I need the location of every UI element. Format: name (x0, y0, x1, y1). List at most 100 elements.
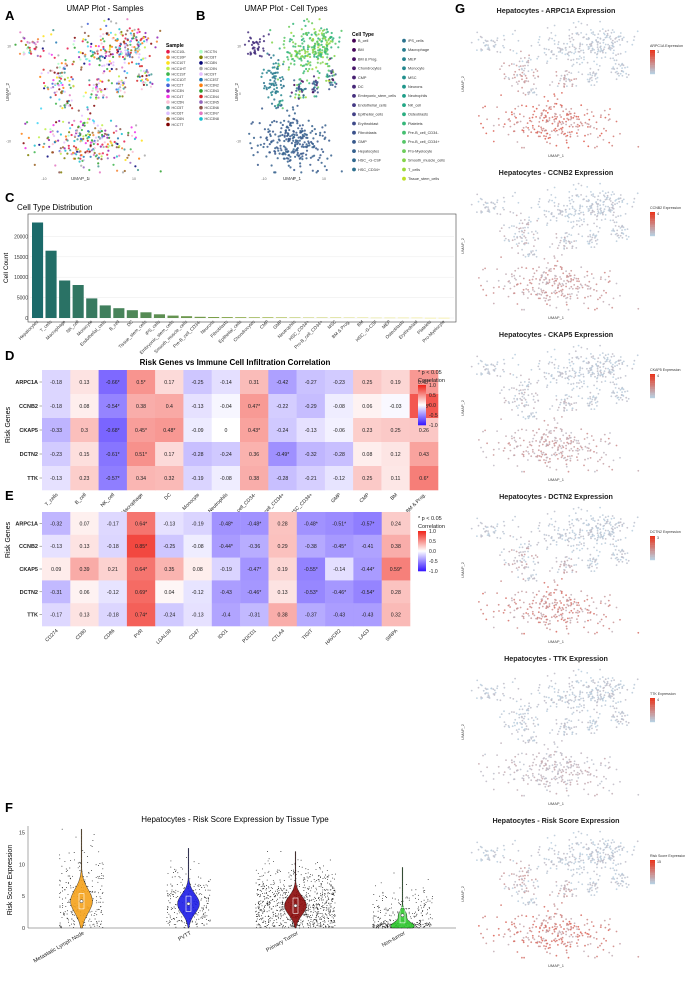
panel-b-point (288, 25, 291, 28)
chart-f-point (329, 909, 331, 911)
panel-a-point (54, 82, 57, 85)
chart-f-point (327, 897, 329, 899)
chart-f-point (427, 898, 429, 900)
panel-b-point (274, 92, 277, 95)
panel-a-point (133, 46, 136, 49)
chart-f-point (415, 897, 416, 899)
chart-e-legend-step (418, 558, 426, 560)
feature-plot-point (576, 61, 578, 64)
chart-f-point (327, 878, 328, 880)
chart-f-point (430, 923, 432, 925)
chart-f-point (268, 870, 270, 872)
feature-plot-point (550, 32, 553, 34)
feature-plot-point (613, 59, 616, 62)
feature-plot-point (568, 208, 571, 210)
feature-plot-point (607, 113, 610, 116)
feature-plot-point (602, 39, 605, 41)
chart-f-point (313, 907, 315, 909)
feature-plot-point (558, 128, 561, 131)
chart-f-point (427, 922, 429, 924)
panel-a-point (24, 43, 27, 47)
feature-plot-point (571, 227, 574, 229)
feature-plot-point (624, 66, 626, 69)
chart-f-point (89, 891, 91, 892)
feature-plot-point (527, 127, 529, 129)
chart-c-xlabels: Hepatocytes T_cellsMacrophageNK_cellMonoc… (18, 319, 446, 356)
feature-plot-point (596, 56, 598, 59)
chart-f-point (387, 909, 389, 911)
chart-f-point (262, 885, 264, 887)
chart-f-point (307, 920, 309, 922)
chart-d-cell-label: 0.31 (249, 380, 259, 386)
panel-a-point (126, 18, 129, 21)
feature-plot-point (566, 73, 569, 76)
chart-f-point (170, 883, 172, 885)
chart-f-point (281, 909, 283, 911)
legend-b-label: Neurons (408, 85, 422, 89)
chart-e-ylabel: Risk Genes (5, 521, 12, 558)
panel-a-point (50, 86, 53, 89)
chart-f-point (190, 883, 192, 885)
chart-e-cell (42, 580, 71, 604)
panel-b-point (333, 81, 336, 84)
feature-plot-point (559, 50, 562, 52)
panel-a-point (63, 71, 66, 74)
chart-f-point (264, 872, 266, 874)
chart-e-cell (211, 580, 241, 604)
chart-e-cell (268, 603, 298, 627)
panel-b-point (277, 149, 280, 152)
feature-plot-point (590, 194, 593, 196)
chart-f-point (329, 920, 331, 922)
chart-f-point (278, 917, 279, 919)
panel-a-point (94, 141, 97, 144)
chart-f-point (264, 892, 266, 894)
panel-b-point (303, 56, 306, 60)
chart-f-point (380, 909, 382, 911)
panel-a-point (109, 46, 112, 49)
feature-plot-point (619, 132, 621, 135)
chart-f-point (330, 885, 332, 886)
chart-f-point (94, 891, 96, 893)
legend-a-swatch (199, 66, 203, 71)
chart-d-cells: -0.18 0.13 -0.66* 0.5* 0.17 -0.25 -0.14 0.31 -0.… (42, 370, 439, 491)
feature-plot-point (576, 223, 578, 226)
feature-plot-point (567, 51, 570, 54)
chart-f-point (94, 913, 96, 914)
chart-f-point (307, 906, 309, 908)
chart-f-point (277, 913, 279, 915)
chart-e-cell (183, 580, 213, 604)
feature-plot-point (551, 116, 554, 119)
feature-plot-point (633, 197, 636, 200)
legend-b-swatch (352, 167, 356, 172)
panel-a-point (80, 114, 84, 117)
feature-plot-point (579, 45, 581, 48)
feature-plot-point (545, 215, 547, 218)
chart-f-point (293, 870, 295, 872)
chart-f-point (255, 921, 257, 922)
chart-e-cell (240, 512, 269, 536)
panel-a-point (100, 42, 103, 45)
panel-b-point (312, 137, 315, 140)
chart-f-point (332, 917, 334, 919)
panel-a-point (116, 169, 119, 172)
panel-a-point (130, 126, 133, 129)
legend-a-label: HCC9N (205, 67, 218, 71)
panel-b-point (281, 123, 284, 127)
feature-plot-point (571, 45, 574, 47)
feature-plot-point (592, 193, 595, 196)
panel-a-point (58, 119, 61, 123)
chart-f-point (289, 917, 291, 919)
feature-plot-point (573, 46, 576, 49)
panel-b-point (275, 86, 278, 89)
chart-f-point (92, 890, 93, 892)
chart-f-point (71, 923, 73, 925)
chart-f-point (194, 916, 195, 918)
panel-a-point (121, 66, 124, 69)
panel-a-point (93, 151, 96, 155)
chart-f-point (316, 908, 318, 910)
feature-plot-point (611, 204, 614, 207)
feature-plot-point (590, 51, 592, 54)
chart-f-violin (390, 867, 415, 929)
feature-plot-point (516, 83, 519, 85)
panel-b-point (281, 107, 284, 110)
